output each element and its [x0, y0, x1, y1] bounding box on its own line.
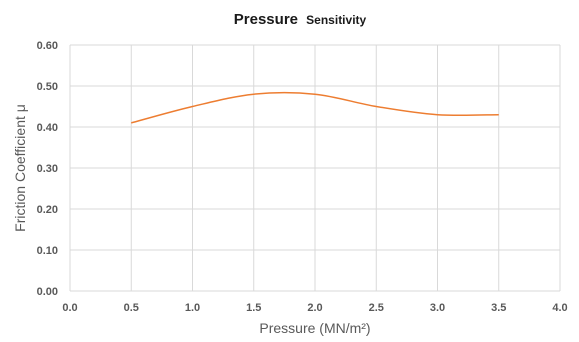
x-tick-label: 0.5	[124, 302, 139, 314]
series-line	[131, 91, 499, 124]
x-tick-label: 1.0	[185, 302, 200, 314]
x-tick-label: 2.5	[369, 302, 384, 314]
chart-title: Pressure Sensitivity	[234, 11, 367, 28]
y-tick-label: 0.50	[37, 81, 58, 93]
y-tick-label: 0.10	[37, 245, 58, 257]
x-tick-label: 3.5	[491, 302, 506, 314]
y-tick-label: 0.60	[37, 40, 58, 52]
x-axis-label: Pressure (MN/m²)	[259, 320, 370, 336]
y-tick-label: 0.20	[37, 204, 58, 216]
chart-title-sub: Sensitivity	[306, 13, 366, 27]
x-tick-label: 1.5	[246, 302, 261, 314]
y-tick-label: 0.40	[37, 122, 58, 134]
x-tick-label: 4.0	[552, 302, 567, 314]
x-tick-label: 3.0	[430, 302, 445, 314]
y-tick-label: 0.30	[37, 163, 58, 175]
y-axis-label: Friction Coefficient μ	[12, 104, 28, 232]
x-tick-label: 0.0	[62, 302, 77, 314]
y-tick-labels: 0.00 0.10 0.20 0.30 0.40 0.50 0.60	[37, 40, 58, 298]
y-tick-label: 0.00	[37, 286, 58, 298]
series-layer	[131, 91, 499, 124]
chart-title-main: Pressure	[234, 11, 298, 28]
x-tick-label: 2.0	[307, 302, 322, 314]
x-tick-labels: 0.0 0.5 1.0 1.5 2.0 2.5 3.0 3.5 4.0	[62, 302, 567, 314]
grid	[69, 44, 561, 292]
